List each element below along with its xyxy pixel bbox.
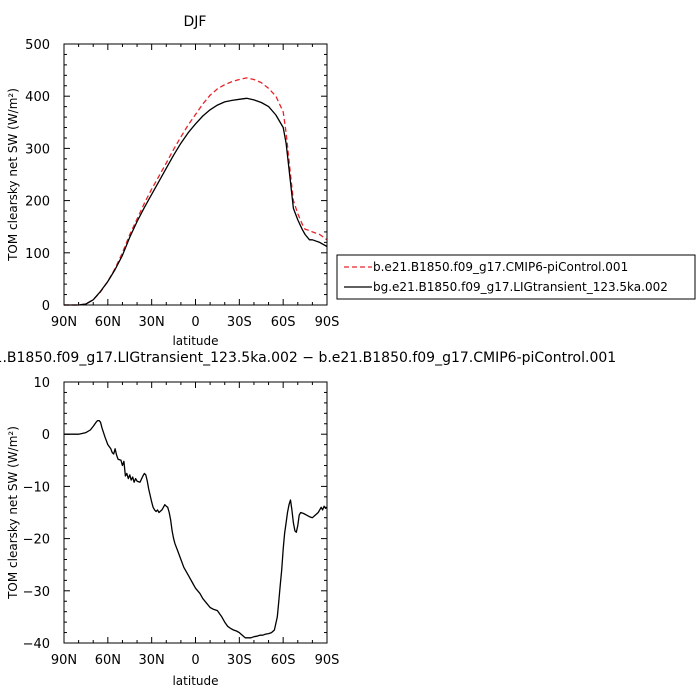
top-ytick-label: 500	[25, 38, 50, 53]
djf-panel: DJF 90N 60N 30N 0 30S 60S 90S0100200300400500 …	[6, 14, 696, 348]
bottom-ytick-label: −20	[23, 533, 50, 548]
top-xtick-label: 90S	[315, 315, 340, 330]
top-series-group	[64, 77, 328, 306]
bottom-xtick-label: 60S	[271, 653, 296, 668]
bottom-xtick-label: 30S	[227, 653, 252, 668]
bottom-ytick-label: −30	[23, 585, 50, 600]
bottom-xtick-label: 30N	[139, 653, 165, 668]
top-ytick-label: 300	[25, 142, 50, 157]
top-xtick-label: 0	[191, 315, 199, 330]
top-ytick-label: 0	[42, 299, 50, 314]
bottom-x-axis-label: latitude	[172, 674, 218, 688]
top-ytick-label: 400	[25, 90, 50, 105]
bottom-xtick-label: 0	[191, 653, 199, 668]
top-chart-title: DJF	[184, 14, 207, 30]
bottom-axes-group: 90N 60N 30N 0 30S 60S 90S −40 −30 −20 −10 0 10	[23, 376, 340, 668]
bottom-series-group	[64, 419, 328, 639]
top-y-axis-label: TOM clearsky net SW (W/m²)	[6, 88, 20, 262]
top-x-axis-label: latitude	[172, 334, 218, 348]
bottom-xtick-label: 90S	[315, 653, 340, 668]
top-axes-group: 90N 60N 30N 0 30S 60S 90S 0 100 200 300 400 500	[25, 38, 339, 330]
top-xtick-label: 90N	[51, 315, 77, 330]
bottom-xtick-label: 90N	[51, 653, 77, 668]
bottom-ytick-label: 10	[33, 376, 50, 391]
top-xtick-label: 60N	[95, 315, 121, 330]
legend: b.e21.B1850.f09_g17.CMIP6-piControl.001 …	[336, 254, 696, 300]
top-series-line-0	[64, 77, 328, 306]
top-ytick-label: 200	[25, 195, 50, 210]
legend-box	[336, 254, 696, 300]
top-xtick-label: 30S	[227, 315, 252, 330]
difference-panel: bg.e21.B1850.f09_g17.LIGtransient_123.5k…	[0, 350, 616, 688]
bottom-ytick-label: 0	[42, 428, 50, 443]
top-xtick-label: 30N	[139, 315, 165, 330]
bottom-chart-title: bg.e21.B1850.f09_g17.LIGtransient_123.5k…	[0, 350, 616, 366]
bottom-ytick-label: −40	[23, 637, 50, 652]
top-ytick-label: 100	[25, 247, 50, 262]
bottom-xtick-label: 60N	[95, 653, 121, 668]
top-xtick-label: 60S	[271, 315, 296, 330]
top-series-line-1	[64, 97, 328, 306]
bottom-ytick-label: −10	[23, 480, 50, 495]
bottom-y-axis-label: TOM clearsky net SW (W/m²)	[6, 426, 20, 600]
top-plot-frame	[63, 43, 328, 306]
bottom-series-line-0	[64, 419, 328, 639]
legend-label-transient: bg.e21.B1850.f09_g17.LIGtransient_123.5k…	[373, 280, 668, 294]
legend-label-control: b.e21.B1850.f09_g17.CMIP6-piControl.001	[373, 260, 628, 274]
